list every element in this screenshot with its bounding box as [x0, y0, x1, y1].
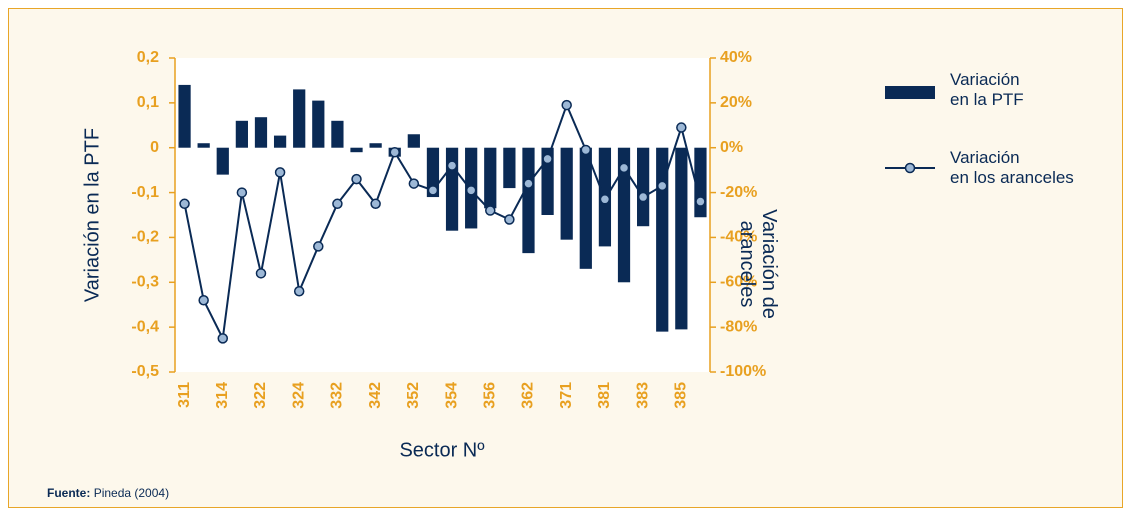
bar	[560, 147, 573, 240]
bar	[407, 134, 420, 148]
bar	[273, 135, 287, 148]
bar	[522, 147, 535, 254]
x-tick-label: 381	[596, 382, 613, 409]
y-tick-label: -0,3	[131, 274, 159, 291]
line-marker	[637, 191, 649, 203]
x-tick-label: 352	[405, 382, 422, 409]
y-axis-title: Variación en la PTF	[81, 128, 103, 302]
y-tick-label: -0,5	[131, 363, 159, 380]
source-label: Fuente:	[47, 486, 91, 500]
line-marker	[217, 333, 229, 344]
legend-label: Variación en la PTF	[950, 70, 1024, 109]
line-marker	[293, 286, 305, 297]
y2-tick-label: -80%	[720, 318, 757, 335]
bar	[541, 147, 554, 215]
x-tick-label: 332	[329, 382, 346, 409]
line-marker	[255, 268, 267, 279]
bar	[216, 147, 229, 175]
y2-tick-label: 0%	[720, 139, 743, 156]
line-marker	[676, 122, 687, 133]
bar	[197, 143, 210, 148]
line-marker	[370, 198, 381, 210]
source-text: Pineda (2004)	[93, 486, 170, 500]
x-tick-label: 311	[176, 382, 193, 408]
x-tick-label: 354	[443, 382, 460, 409]
line-marker	[561, 99, 572, 111]
x-tick-label: 322	[252, 382, 269, 409]
line-marker	[580, 144, 592, 156]
line-marker	[351, 173, 362, 185]
bar	[369, 143, 382, 148]
bar	[656, 147, 669, 332]
line-marker	[599, 194, 611, 205]
y-tick-label: 0,1	[137, 94, 159, 111]
line-marker	[198, 294, 209, 306]
y-tick-label: -0,1	[131, 184, 159, 201]
line-marker	[465, 185, 477, 196]
line-marker	[313, 241, 324, 252]
line-marker	[236, 187, 248, 198]
x-tick-label: 324	[290, 382, 307, 409]
x-tick-label: 383	[634, 382, 651, 409]
bar	[350, 147, 363, 153]
y2-axis-title: Variación de aranceles	[736, 209, 780, 319]
legend-swatch	[904, 162, 916, 174]
x-tick-label: 314	[214, 382, 231, 409]
x-tick-label: 362	[520, 382, 537, 409]
bar	[503, 147, 516, 189]
bar	[484, 147, 497, 209]
legend-swatch	[885, 86, 935, 99]
x-tick-label: 342	[367, 382, 384, 409]
line-marker	[485, 205, 496, 216]
x-tick-label: 385	[673, 382, 690, 409]
line-marker	[695, 196, 706, 207]
line-marker	[618, 162, 630, 174]
y-tick-label: -0,4	[131, 318, 159, 335]
line-marker	[179, 198, 190, 210]
bar	[637, 147, 650, 227]
line-marker	[274, 167, 286, 178]
line-marker	[523, 178, 534, 189]
x-tick-label: 371	[558, 382, 575, 409]
y-tick-label: -0,2	[131, 229, 159, 246]
line-marker	[504, 214, 515, 225]
legend-label: Variación en los aranceles	[950, 148, 1074, 187]
y-tick-label: 0,2	[137, 49, 159, 66]
line	[183, 102, 702, 342]
bar	[235, 120, 248, 148]
line-marker	[332, 198, 343, 210]
bar	[445, 147, 459, 231]
y2-tick-label: -40%	[720, 229, 757, 246]
line-marker	[656, 180, 668, 192]
y2-tick-label: -100%	[720, 363, 766, 380]
y2-tick-label: -20%	[720, 184, 757, 201]
bar	[617, 147, 631, 283]
bar	[426, 147, 440, 198]
y2-tick-label: -60%	[720, 274, 757, 291]
x-tick-label: 356	[481, 382, 498, 409]
bar	[178, 84, 191, 148]
bar	[293, 89, 306, 148]
line-marker	[408, 178, 420, 189]
y-tick-label: 0	[150, 139, 159, 156]
x-axis-title: Sector Nº	[399, 439, 485, 461]
bar	[331, 120, 344, 148]
y2-tick-label: 40%	[720, 49, 752, 66]
line-marker	[389, 146, 400, 158]
source: Fuente: Pineda (2004)	[47, 486, 169, 500]
line-marker	[446, 160, 458, 171]
line-marker	[427, 185, 439, 196]
bar	[579, 147, 592, 269]
bar	[254, 117, 268, 148]
line-marker	[542, 153, 553, 165]
bar	[312, 100, 325, 148]
y2-tick-label: 20%	[720, 94, 752, 111]
bar	[675, 147, 688, 330]
